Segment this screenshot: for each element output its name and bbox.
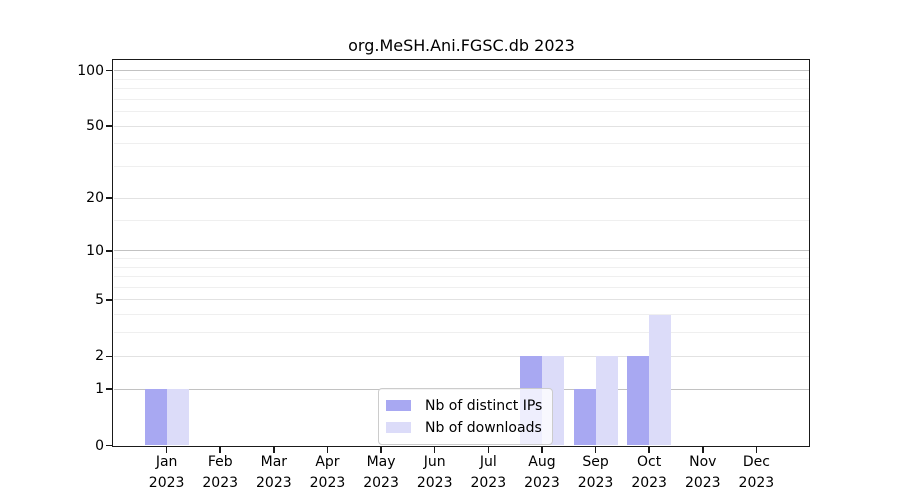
- x-axis-tick: [219, 447, 221, 453]
- x-tick-label: Mar 2023: [256, 454, 292, 491]
- legend-swatch-downloads: [386, 422, 411, 433]
- gridline-minor: [114, 332, 809, 334]
- x-tick-label: May 2023: [363, 454, 399, 491]
- x-axis-tick: [380, 447, 382, 453]
- bar-downloads-oct: [649, 314, 672, 446]
- x-tick-label: Apr 2023: [309, 454, 346, 491]
- x-axis-tick: [541, 447, 543, 453]
- gridline-minor: [114, 276, 809, 278]
- x-axis-tick: [594, 447, 597, 453]
- x-axis-tick: [326, 447, 329, 453]
- bar-distinct-ips-jan: [144, 389, 167, 446]
- x-tick-label: Nov 2023: [684, 454, 721, 491]
- x-axis-tick: [648, 447, 650, 453]
- y-tick-label: 2: [95, 348, 104, 365]
- bar-distinct-ips-oct: [627, 356, 650, 446]
- y-tick-label: 5: [95, 291, 104, 308]
- x-tick-label: Dec 2023: [738, 454, 775, 491]
- legend-entry-distinct-ips: Nb of distinct IPs: [386, 396, 542, 415]
- gridline-minor: [114, 286, 809, 288]
- gridline-minor: [114, 258, 809, 259]
- x-axis-tick: [487, 447, 490, 453]
- gridline-minor: [114, 314, 809, 316]
- legend: Nb of distinct IPs Nb of downloads: [378, 388, 554, 445]
- legend-entry-downloads: Nb of downloads: [386, 418, 542, 437]
- legend-label-distinct-ips: Nb of distinct IPs: [425, 397, 543, 414]
- y-axis-tick: [106, 444, 113, 447]
- x-axis-tick: [433, 447, 436, 453]
- y-axis-tick: [106, 197, 113, 199]
- y-tick-label: 50: [86, 118, 104, 135]
- chart-title: org.MeSH.Ani.FGSC.db 2023: [348, 36, 575, 55]
- gridline-minor: [114, 98, 809, 100]
- x-tick-label: Sep 2023: [577, 454, 614, 491]
- y-tick-label: 0: [95, 437, 104, 454]
- y-tick-label: 10: [86, 242, 104, 259]
- gridline-major: [114, 197, 809, 199]
- x-axis-tick: [165, 447, 168, 453]
- y-tick-label: 100: [77, 62, 104, 79]
- gridline-minor: [114, 78, 809, 80]
- x-axis-tick: [273, 447, 275, 453]
- legend-swatch-distinct-ips: [386, 400, 411, 411]
- gridline-minor: [114, 143, 809, 145]
- gridline-minor: [114, 219, 809, 221]
- x-tick-label: Jul 2023: [470, 454, 507, 491]
- gridline-minor: [114, 266, 809, 268]
- y-axis-tick: [106, 355, 113, 358]
- y-axis-tick: [106, 250, 113, 252]
- x-tick-label: Oct 2023: [631, 454, 667, 491]
- x-axis-tick: [702, 447, 704, 453]
- y-tick-label: 20: [86, 190, 104, 207]
- gridline-minor: [114, 111, 809, 113]
- x-axis-tick: [755, 447, 758, 453]
- bar-downloads-sep: [595, 356, 618, 446]
- y-axis-tick: [106, 125, 113, 127]
- bar-distinct-ips-sep: [573, 389, 596, 446]
- gridline-major: [114, 299, 809, 301]
- x-tick-label: Jun 2023: [416, 454, 453, 491]
- gridline-minor: [114, 88, 809, 90]
- gridline-major: [114, 355, 809, 357]
- x-tick-label: Feb 2023: [202, 454, 239, 491]
- gridline-major: [114, 250, 809, 252]
- y-axis-tick: [106, 299, 113, 301]
- y-tick-label: 1: [95, 381, 104, 398]
- y-axis-tick: [106, 69, 113, 72]
- y-axis-tick: [106, 388, 113, 390]
- x-tick-label: Jan 2023: [148, 454, 185, 491]
- gridline-minor: [114, 166, 809, 168]
- x-tick-label: Aug 2023: [524, 454, 560, 491]
- gridline-major: [114, 70, 809, 72]
- bar-downloads-jan: [166, 389, 189, 446]
- legend-label-downloads: Nb of downloads: [425, 419, 542, 436]
- gridline-major: [114, 125, 809, 127]
